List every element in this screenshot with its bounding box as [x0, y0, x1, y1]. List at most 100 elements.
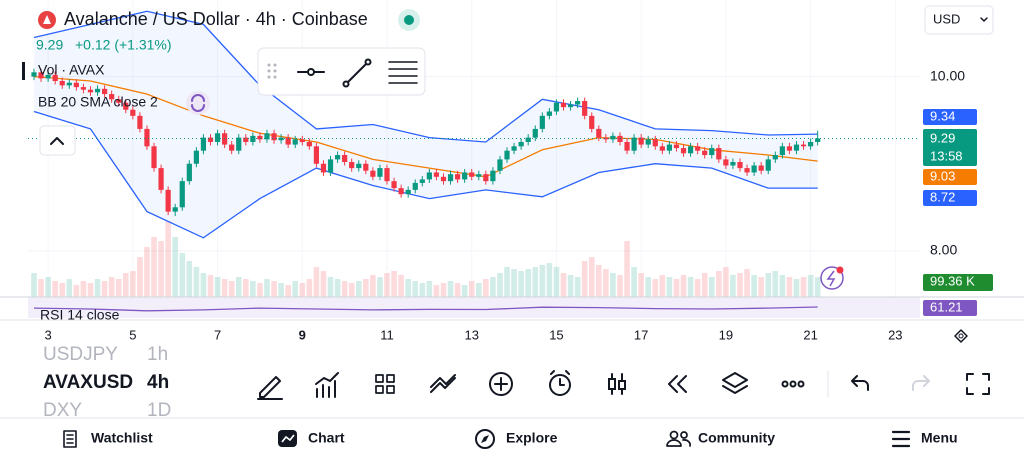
volume-bar	[596, 265, 602, 297]
symbol-picker[interactable]: USDJPY 1h AVAXUSD 4h DXY 1D	[43, 344, 171, 421]
nav-item[interactable]: Community	[698, 430, 775, 446]
volume-bar	[497, 273, 503, 297]
volume-bar	[101, 281, 108, 297]
candle-body	[278, 137, 284, 141]
volume-bar	[200, 273, 207, 297]
candle-body	[582, 101, 588, 116]
candle-body	[370, 170, 376, 177]
redo-button[interactable]	[912, 375, 930, 391]
volume-bar	[228, 281, 235, 297]
volume-bar	[744, 269, 750, 297]
replay-tool[interactable]	[668, 375, 687, 393]
volume-bar	[461, 285, 468, 297]
volume-bar	[433, 285, 440, 297]
volume-bar	[391, 271, 397, 297]
alert-button[interactable]	[820, 266, 844, 290]
candle-body	[462, 172, 468, 180]
candle-body	[123, 102, 129, 110]
alert-badge	[836, 266, 844, 274]
volume-bar	[115, 279, 122, 297]
fullscreen-button[interactable]	[966, 373, 990, 395]
candle-body	[455, 174, 461, 180]
candle-body	[723, 159, 729, 166]
indicator-source-button[interactable]	[186, 91, 210, 115]
volume-bar	[412, 281, 419, 297]
volume-bar	[80, 281, 87, 297]
candle-body	[815, 138, 821, 142]
candle-body	[659, 146, 665, 151]
volume-bar	[659, 275, 666, 297]
more-tool[interactable]	[781, 380, 805, 388]
nav-item[interactable]: Menu	[921, 430, 958, 446]
dropdown-arrow	[980, 17, 988, 22]
candle-body	[680, 148, 687, 154]
rsi-pane	[28, 297, 920, 318]
undo-button[interactable]	[851, 375, 869, 391]
candle-body	[179, 181, 185, 208]
volume-bar	[772, 271, 779, 297]
volume-bar	[779, 275, 786, 297]
y-tick-label: 8.00	[930, 242, 957, 258]
trendline-tool[interactable]	[345, 61, 369, 85]
candle-body	[80, 87, 87, 90]
candle-body	[165, 189, 171, 212]
compare-tool[interactable]	[430, 374, 456, 393]
bb-upper	[33, 10, 818, 143]
candle-body	[52, 74, 58, 81]
candle-body	[518, 141, 524, 147]
indicators-tool[interactable]	[315, 372, 339, 398]
candle-body	[66, 82, 72, 86]
add-tool[interactable]	[489, 372, 513, 396]
candle-body	[87, 89, 94, 93]
flash-icon	[826, 270, 836, 287]
volume-bar	[440, 283, 447, 297]
volume-bar	[73, 285, 80, 297]
volume-bar	[370, 275, 376, 297]
candle-body	[271, 133, 277, 141]
candle-body	[398, 188, 404, 195]
candle-body	[793, 144, 800, 151]
candle-body	[412, 182, 418, 190]
nav-item[interactable]: Watchlist	[91, 430, 153, 446]
candle-body	[363, 163, 369, 171]
collapse-button[interactable]	[39, 125, 76, 156]
candle-body	[532, 128, 538, 138]
drag-handle	[267, 63, 277, 79]
candle-body	[567, 104, 574, 108]
volume-bar	[348, 283, 355, 297]
candle-body	[772, 155, 778, 160]
volume-bar	[793, 279, 800, 297]
alert-tool[interactable]	[549, 374, 571, 396]
nav-item[interactable]: Explore	[506, 430, 558, 446]
layout-tool[interactable]	[375, 374, 395, 394]
layers-tool[interactable]	[722, 372, 748, 394]
volume-bar	[122, 273, 129, 297]
draw-tool[interactable]	[257, 376, 283, 400]
fib-tool[interactable]	[388, 61, 418, 84]
candle-body	[433, 172, 440, 177]
candle-body	[384, 168, 390, 182]
candle-body	[596, 128, 602, 138]
volume-bar	[306, 279, 313, 297]
candle-body	[151, 146, 157, 169]
watchlist-icon	[63, 430, 77, 448]
volume-bar	[405, 279, 411, 297]
indicator-label: Vol · AVAX	[38, 62, 105, 78]
x-tick-label: 13	[464, 327, 478, 342]
volume-bar	[31, 273, 37, 297]
volume-bar	[511, 269, 517, 297]
candle-body	[356, 163, 362, 169]
candle-body	[391, 181, 397, 189]
candle-body	[172, 207, 178, 212]
candle-body	[38, 72, 44, 79]
volume-bar	[758, 277, 764, 297]
settings-button[interactable]	[954, 329, 968, 343]
volume-bar	[313, 267, 320, 297]
currency-select[interactable]	[924, 5, 994, 35]
nav-item[interactable]: Chart	[308, 430, 345, 446]
candle-body	[575, 101, 581, 105]
volume-bar	[737, 273, 743, 297]
volume-bar	[687, 277, 694, 297]
volume-bar	[708, 277, 715, 297]
